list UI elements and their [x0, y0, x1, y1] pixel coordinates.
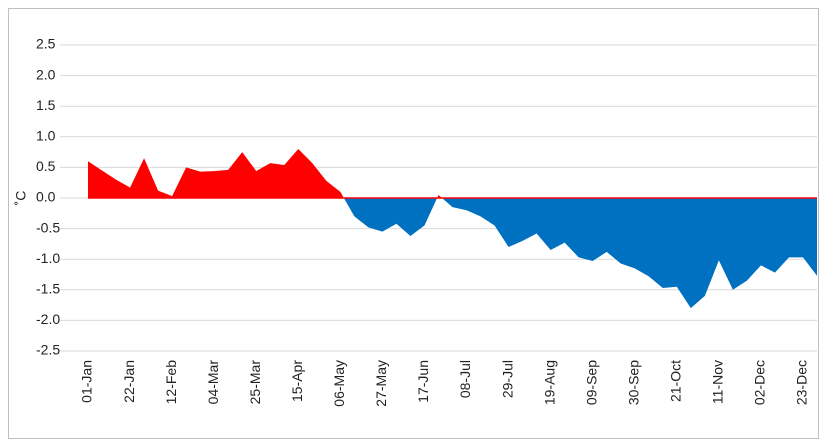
y-tick-label: -1.0 — [36, 250, 60, 266]
area — [88, 149, 817, 309]
x-tick-label: 01-Jan — [79, 360, 95, 403]
x-tick-label: 22-Jan — [121, 360, 137, 403]
y-axis-label: ˚C — [13, 191, 29, 206]
y-tick-label: 0.5 — [36, 158, 56, 174]
x-tick-label: 17-Jun — [415, 360, 431, 403]
x-tick-label: 15-Apr — [289, 360, 305, 402]
y-tick-label: 1.0 — [36, 128, 56, 144]
y-tick-label: -1.5 — [36, 281, 60, 297]
y-tick-label: -0.5 — [36, 219, 60, 235]
x-tick-label: 29-Jul — [499, 360, 515, 398]
x-tick-label: 04-Mar — [205, 360, 221, 405]
x-tick-label: 19-Aug — [541, 360, 557, 405]
y-tick-label: 2.5 — [36, 36, 56, 52]
x-tick-label: 08-Jul — [457, 360, 473, 398]
x-tick-label: 25-Mar — [247, 360, 263, 405]
x-tick-label: 09-Sep — [583, 360, 599, 405]
x-tick-label: 02-Dec — [752, 360, 768, 405]
x-tick-label: 23-Dec — [794, 360, 810, 405]
y-tick-label: -2.5 — [36, 342, 60, 358]
y-tick-label: -2.0 — [36, 311, 60, 327]
x-tick-label: 30-Sep — [625, 360, 641, 405]
y-tick-label: 2.0 — [36, 66, 56, 82]
y-tick-label: 1.5 — [36, 97, 56, 113]
x-tick-label: 06-May — [331, 360, 347, 407]
y-tick-label: 0.0 — [36, 189, 56, 205]
x-tick-label: 12-Feb — [163, 360, 179, 405]
x-tick-label: 21-Oct — [668, 360, 684, 402]
x-tick-label: 27-May — [373, 360, 389, 407]
x-tick-label: 11-Nov — [710, 360, 726, 404]
